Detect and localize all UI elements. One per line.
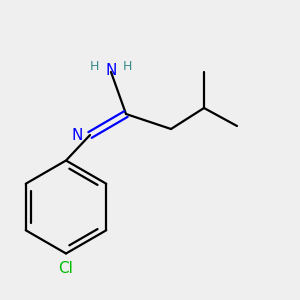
Text: H: H [90,60,99,74]
Text: Cl: Cl [58,261,74,276]
Text: H: H [123,60,132,74]
Text: N: N [105,63,117,78]
Text: N: N [71,128,82,142]
